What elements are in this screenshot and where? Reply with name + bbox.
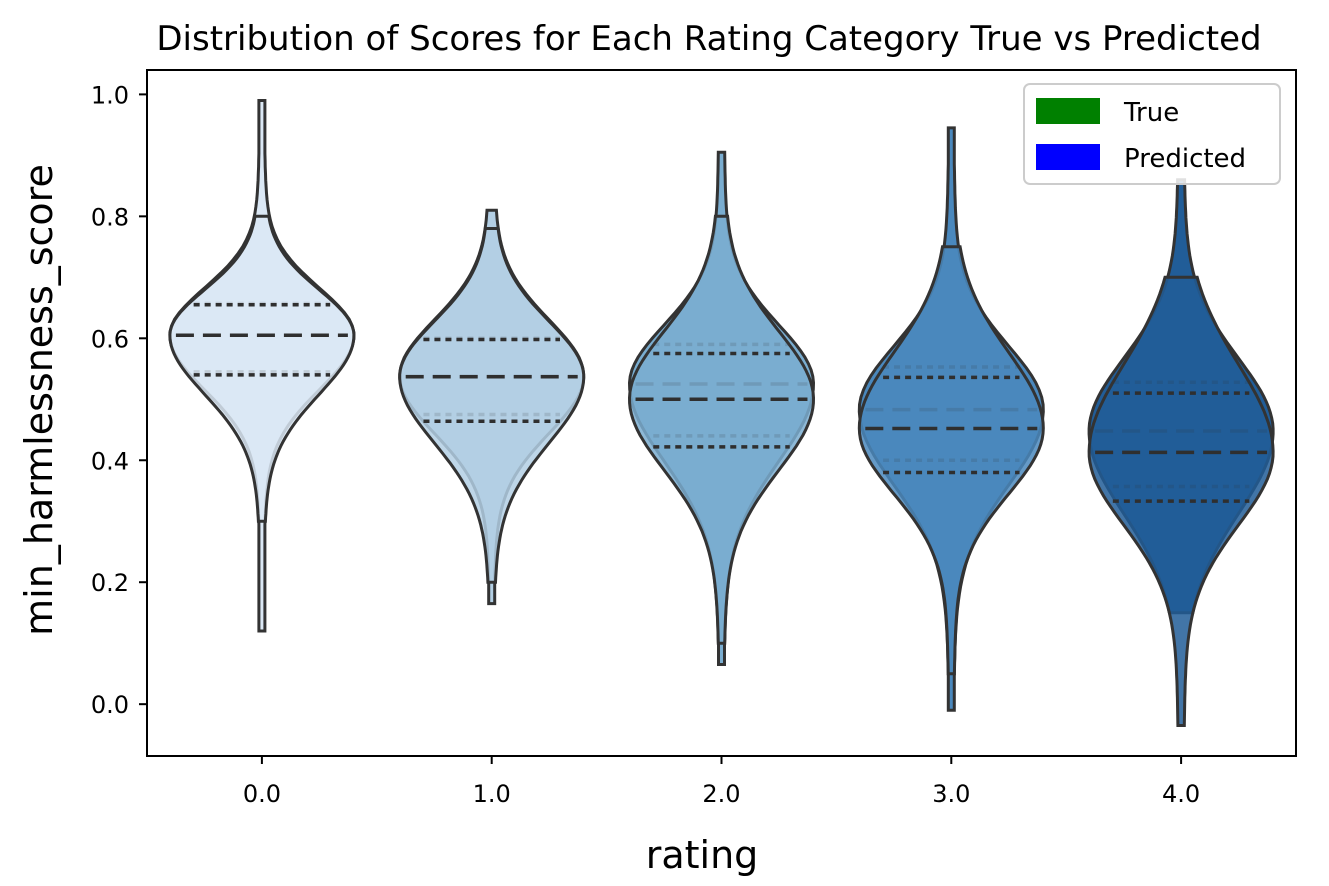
violin-predicted-0 (168, 214, 356, 523)
legend-swatch-predicted (1036, 144, 1100, 170)
x-axis: 0.0 1.0 2.0 3.0 4.0 (243, 756, 1200, 808)
violin-predicted-1 (398, 227, 586, 584)
x-tick-label: 0.0 (243, 780, 281, 808)
y-tick-label: 1.0 (91, 81, 129, 109)
y-tick-label: 0.6 (91, 325, 129, 353)
legend-label-true: True (1123, 98, 1179, 128)
chart-title: Distribution of Scores for Each Rating C… (156, 19, 1261, 59)
x-tick-label: 4.0 (1162, 780, 1200, 808)
violin-predicted-2 (627, 214, 816, 645)
y-tick-label: 0.2 (91, 569, 129, 597)
legend-label-predicted: Predicted (1124, 144, 1246, 174)
x-axis-label: rating (646, 833, 759, 877)
plot-area (168, 99, 1275, 727)
y-tick-label: 0.4 (91, 447, 129, 475)
legend-swatch-true (1036, 98, 1100, 124)
y-axis-label: min_harmlessness_score (17, 164, 61, 636)
y-tick-label: 0.8 (91, 203, 129, 231)
x-tick-label: 1.0 (473, 780, 511, 808)
y-tick-label: 0.0 (91, 691, 129, 719)
x-tick-label: 3.0 (932, 780, 970, 808)
legend: True Predicted (1023, 83, 1281, 185)
x-tick-label: 2.0 (702, 780, 740, 808)
y-axis: 0.0 0.2 0.4 0.6 0.8 1.0 (91, 81, 147, 719)
violin-predicted-3 (857, 245, 1045, 676)
